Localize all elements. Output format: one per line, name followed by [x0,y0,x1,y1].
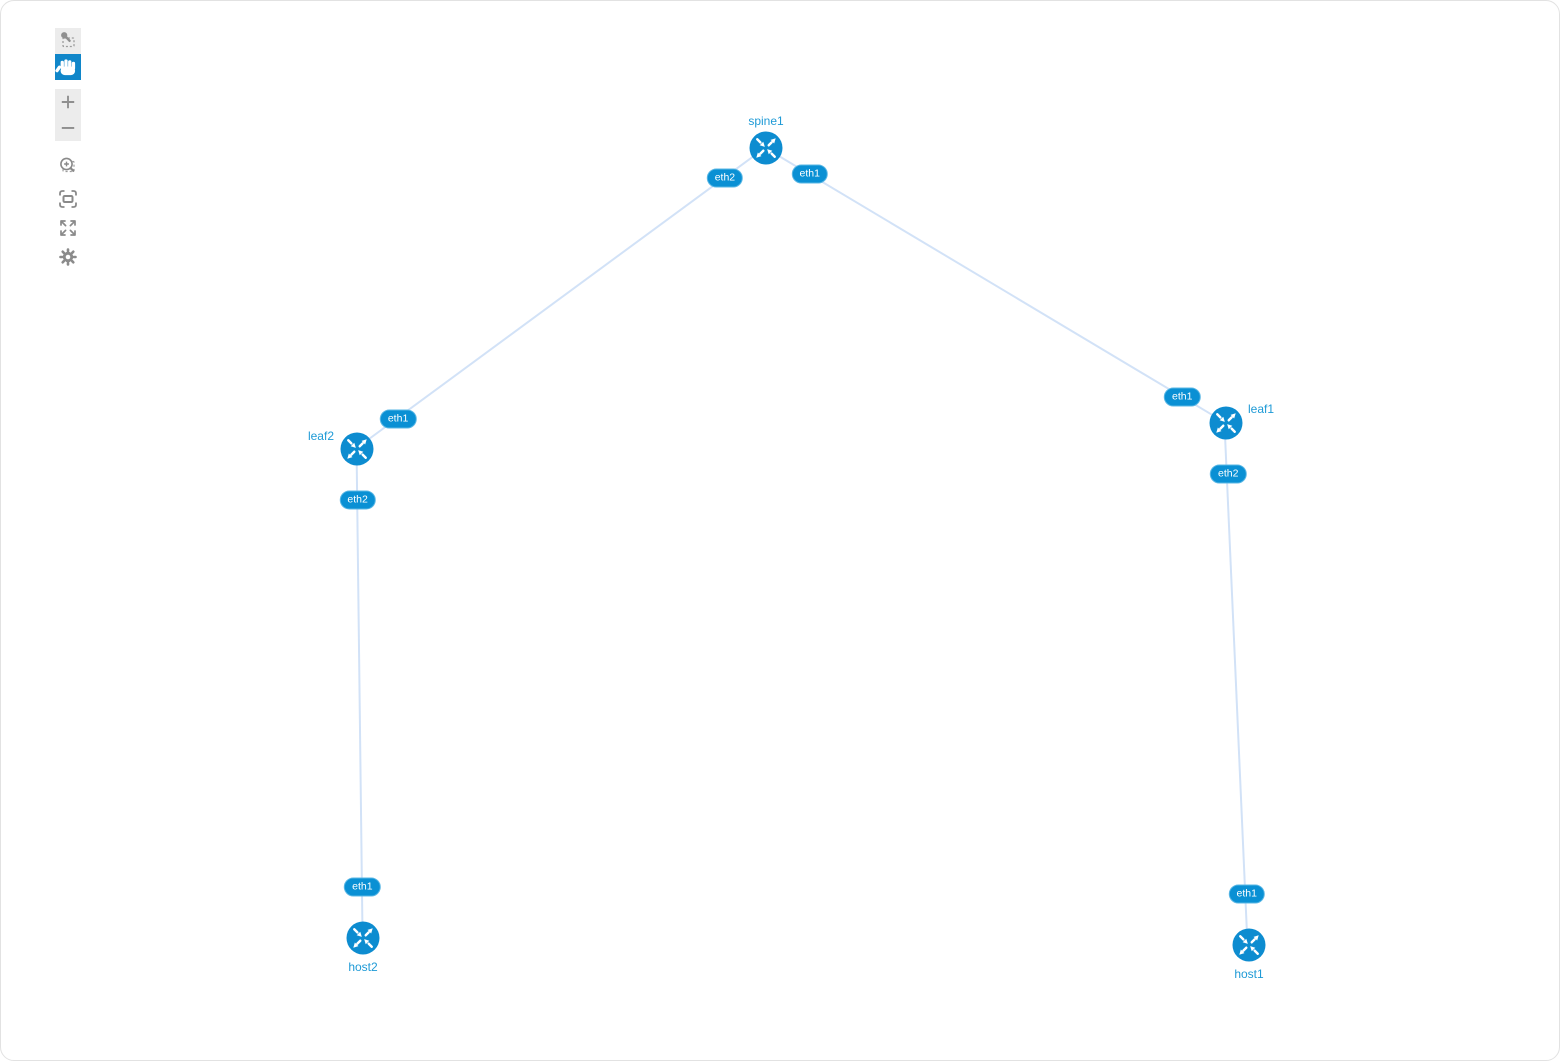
port-badge-leaf1-eth2[interactable]: eth2 [1210,464,1247,484]
node-spine1[interactable] [750,132,783,165]
select-tool-button[interactable] [55,28,81,54]
link-spine1-leaf1[interactable] [764,146,1225,424]
port-badge-host1-eth1[interactable]: eth1 [1228,884,1265,904]
port-badge-leaf2-eth1[interactable]: eth1 [379,409,417,429]
tool-group-zoom [55,89,81,141]
port-badge-leaf1-eth1[interactable]: eth1 [1164,387,1201,407]
router-icon [341,433,374,466]
pan-tool-button[interactable] [55,54,81,80]
port-badge-spine1-eth1[interactable]: eth1 [791,164,828,184]
port-badge-spine1-eth2[interactable]: eth2 [706,168,744,188]
router-icon [347,922,380,955]
router-icon [750,132,783,165]
gear-icon [59,248,77,266]
zoom-out-button[interactable] [55,115,81,141]
router-icon [1210,407,1243,440]
expand-arrows-icon [60,220,76,236]
tool-group-pointer [55,28,81,80]
zoom-in-button[interactable] [55,89,81,115]
node-host2[interactable] [347,922,380,955]
port-badge-host2-eth1[interactable]: eth1 [344,877,381,897]
fit-screen-icon [59,190,77,208]
link-spine1-leaf2[interactable] [355,146,766,449]
settings-button[interactable] [55,244,81,270]
fit-to-screen-button[interactable] [55,186,81,212]
router-icon [1233,929,1266,962]
minus-icon [61,127,75,129]
node-leaf2[interactable] [341,433,374,466]
node-leaf1[interactable] [1210,407,1243,440]
hand-icon [55,59,76,76]
fullscreen-button[interactable] [55,215,81,241]
port-badge-leaf2-eth2[interactable]: eth2 [339,490,376,510]
link-leaf2-host2[interactable] [355,448,364,937]
plus-icon [61,95,75,109]
zoom-to-selection-button[interactable] [55,153,81,179]
marquee-select-icon [61,32,75,48]
node-host1[interactable] [1233,929,1266,962]
magnifier-plus-icon [60,157,75,173]
viewer-toolbar [55,28,81,270]
link-leaf1-host1[interactable] [1223,422,1249,944]
